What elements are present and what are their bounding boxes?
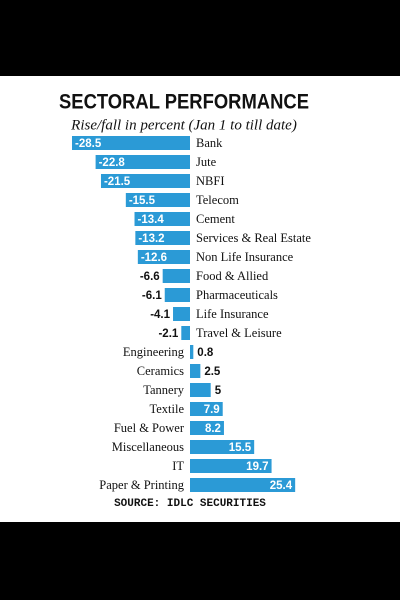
bar <box>162 269 190 283</box>
category-label: Travel & Leisure <box>196 326 282 340</box>
value-label: -13.2 <box>138 233 164 245</box>
value-label: -6.6 <box>140 271 160 283</box>
bar <box>173 307 190 321</box>
value-label: -13.4 <box>138 214 165 226</box>
value-label: -6.1 <box>142 290 162 302</box>
category-label: Tannery <box>143 383 185 397</box>
value-label: -15.5 <box>129 195 156 207</box>
value-label: -28.5 <box>75 138 102 150</box>
bar <box>135 231 190 245</box>
bar <box>190 402 223 416</box>
category-label: Jute <box>196 155 217 169</box>
bar <box>190 383 211 397</box>
value-label: 5 <box>215 385 222 397</box>
chart-title: SECTORAL PERFORMANCE <box>59 91 309 114</box>
category-label: NBFI <box>196 174 224 188</box>
chart-subtitle: Rise/fall in percent (Jan 1 to till date… <box>70 117 297 133</box>
category-label: Cement <box>196 212 235 226</box>
bar <box>100 174 190 188</box>
value-label: 15.5 <box>229 442 252 454</box>
bar <box>95 155 190 169</box>
category-label: Miscellaneous <box>112 440 184 454</box>
value-label: -22.8 <box>99 157 126 169</box>
bar <box>190 345 194 359</box>
bar <box>190 364 201 378</box>
value-label: -2.1 <box>158 328 178 340</box>
category-label: Engineering <box>123 345 185 359</box>
value-label: -4.1 <box>150 309 170 321</box>
category-label: Life Insurance <box>196 307 269 321</box>
value-label: -12.6 <box>141 252 167 264</box>
value-label: 8.2 <box>205 423 221 435</box>
category-label: Fuel & Power <box>114 421 185 435</box>
value-label: -21.5 <box>104 176 131 188</box>
bar <box>190 478 296 492</box>
category-label: Bank <box>196 136 223 150</box>
category-label: Textile <box>149 402 184 416</box>
value-label: 25.4 <box>270 480 293 492</box>
category-label: Paper & Printing <box>99 478 184 492</box>
bar <box>134 212 190 226</box>
category-label: Non Life Insurance <box>196 250 294 264</box>
category-label: Telecom <box>196 193 239 207</box>
category-label: Pharmaceuticals <box>196 288 278 302</box>
value-label: 2.5 <box>204 366 221 378</box>
bar <box>137 250 190 264</box>
bar <box>72 136 190 150</box>
bar <box>181 326 190 340</box>
source: SOURCE: IDLC SECURITIES <box>114 498 266 510</box>
category-label: Services & Real Estate <box>196 231 311 245</box>
category-label: Food & Allied <box>196 269 269 283</box>
category-label: IT <box>172 459 184 473</box>
value-label: 19.7 <box>246 461 268 473</box>
value-label: 7.9 <box>204 404 220 416</box>
bar <box>190 421 224 435</box>
category-label: Ceramics <box>137 364 184 378</box>
bar <box>190 440 255 454</box>
bar <box>125 193 190 207</box>
bar <box>164 288 190 302</box>
bar <box>190 459 272 473</box>
value-label: 0.8 <box>197 347 214 359</box>
